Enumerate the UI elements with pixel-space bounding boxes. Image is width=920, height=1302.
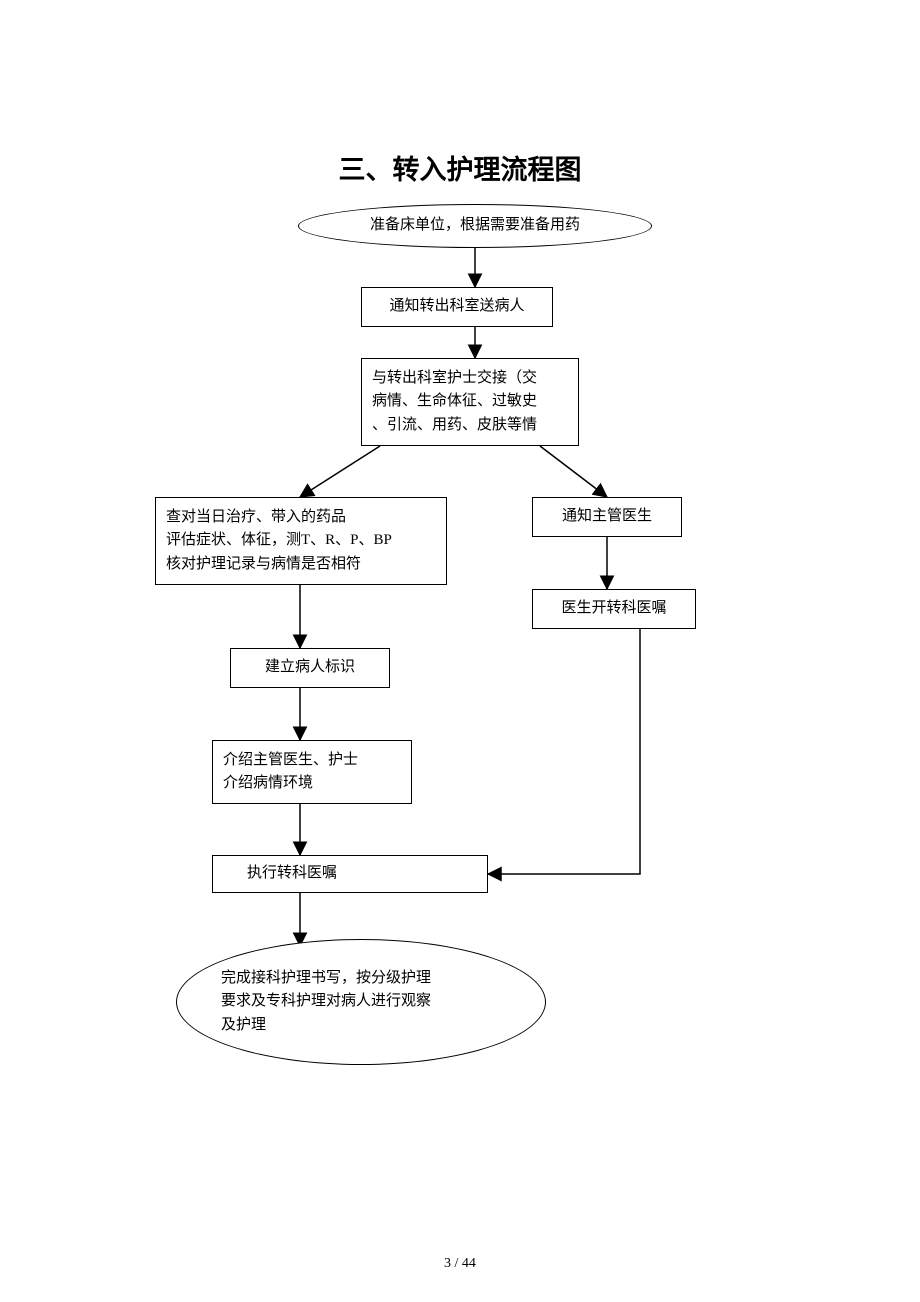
flowchart-node-label: 执行转科医嘱 [213, 856, 487, 891]
flowchart-node-n3: 与转出科室护士交接（交 病情、生命体征、过敏史 、引流、用药、皮肤等情 [361, 358, 579, 446]
flowchart-node-label: 完成接科护理书写，按分级护理 要求及专科护理对病人进行观察 及护理 [177, 961, 545, 1043]
flowchart-edge-3 [540, 446, 607, 497]
flowchart-edge-8 [488, 629, 640, 874]
flowchart-node-label: 通知转出科室送病人 [362, 289, 552, 324]
flowchart-node-label: 准备床单位，根据需要准备用药 [299, 208, 651, 243]
flowchart-node-label: 与转出科室护士交接（交 病情、生命体征、过敏史 、引流、用药、皮肤等情 [362, 361, 578, 443]
flowchart-edge-2 [300, 446, 380, 497]
flowchart-node-n5: 通知主管医生 [532, 497, 682, 537]
flowchart-node-label: 医生开转科医嘱 [533, 591, 695, 626]
flowchart-node-n4: 查对当日治疗、带入的药品 评估症状、体征，测T、R、P、BP 核对护理记录与病情… [155, 497, 447, 585]
diagram-title: 三、转入护理流程图 [0, 148, 920, 187]
flowchart-node-n10: 完成接科护理书写，按分级护理 要求及专科护理对病人进行观察 及护理 [176, 939, 546, 1065]
flowchart-node-n7: 建立病人标识 [230, 648, 390, 688]
page-number: 3 / 44 [0, 1256, 920, 1272]
flowchart-node-n1: 准备床单位，根据需要准备用药 [298, 204, 652, 248]
edges-layer [0, 0, 920, 1302]
flowchart-node-n8: 介绍主管医生、护士 介绍病情环境 [212, 740, 412, 804]
flowchart-node-n6: 医生开转科医嘱 [532, 589, 696, 629]
page-canvas: 三、转入护理流程图 准备床单位，根据需要准备用药通知转出科室送病人与转出科室护士… [0, 0, 920, 1302]
flowchart-node-label: 建立病人标识 [231, 650, 389, 685]
flowchart-node-label: 查对当日治疗、带入的药品 评估症状、体征，测T、R、P、BP 核对护理记录与病情… [156, 500, 446, 582]
flowchart-node-label: 介绍主管医生、护士 介绍病情环境 [213, 743, 411, 802]
flowchart-node-label: 通知主管医生 [533, 499, 681, 534]
flowchart-node-n2: 通知转出科室送病人 [361, 287, 553, 327]
flowchart-node-n9: 执行转科医嘱 [212, 855, 488, 893]
